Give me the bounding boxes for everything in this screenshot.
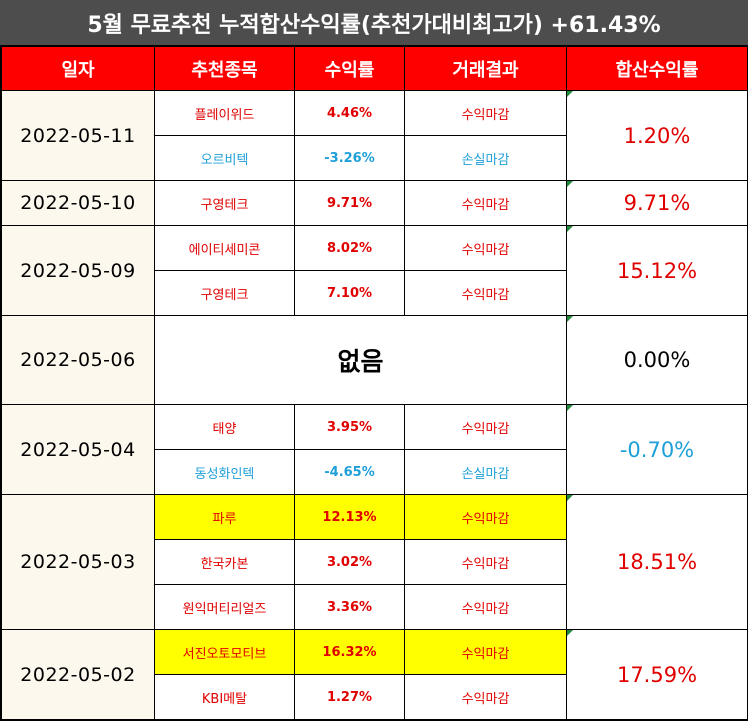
stock-name: 동성화인텍 [154,449,295,495]
trade-result: 수익마감 [404,225,567,271]
row-date: 2022-05-02 [1,629,155,720]
row-date: 2022-05-06 [1,315,155,405]
table-row: KBI메탈 1.27% 수익마감 [2,674,748,720]
return-rate: 16.32% [294,629,405,675]
table-row: 원익머티리얼즈 3.36% 수익마감 [2,584,748,630]
return-rate: 12.13% [294,494,405,540]
table-row: 2022-05-09 에이티세미콘 8.02% 수익마감 15.12% [1,225,748,316]
table-row: 2022-05-06 없음 0.00% [1,315,748,405]
combined-return: 17.59% [566,629,748,720]
table-row: 2022-05-11 플레이위드 4.46% 수익마감 1.20% [1,90,748,181]
combined-return: -0.70% [566,404,748,495]
header-rate: 수익률 [294,46,405,91]
return-rate: -3.26% [294,135,405,181]
table-body: 2022-05-11 플레이위드 4.46% 수익마감 1.20% 오르비텍 -3.26% 손… [1,90,748,720]
table-row: 구영테크 7.10% 수익마감 [2,270,748,316]
stock-name: 플레이위드 [154,90,295,136]
table-row: 2022-05-03 파루 12.13% 수익마감 18.51% [1,494,748,630]
trade-result: 수익마감 [404,629,567,675]
return-rate: 8.02% [294,225,405,271]
trade-result: 손실마감 [404,135,567,181]
stock-name: 원익머티리얼즈 [154,584,295,630]
stock-name: 서진오토모티브 [154,629,295,675]
return-rate: 3.95% [294,404,405,450]
return-rate: -4.65% [294,449,405,495]
combined-return: 0.00% [566,315,748,405]
combined-return: 9.71% [566,180,748,226]
trade-result: 수익마감 [404,494,567,540]
return-rate: 7.10% [294,270,405,316]
header-total: 합산수익률 [566,46,748,91]
table-row: 한국카본 3.02% 수익마감 [2,539,748,585]
stock-name: 한국카본 [154,539,295,585]
combined-return: 18.51% [566,494,748,630]
sheet-title: 5월 무료추천 누적합산수익률(추천가대비최고가) +61.43% [0,0,748,45]
table-row: 2022-05-10 구영테크 9.71% 수익마감 9.71% [1,180,748,226]
header-result: 거래결과 [404,46,567,91]
return-rate: 1.27% [294,674,405,720]
stock-name: 오르비텍 [154,135,295,181]
trade-result: 수익마감 [404,539,567,585]
trade-result: 수익마감 [404,404,567,450]
stock-name: 구영테크 [154,180,295,226]
header-date: 일자 [1,46,155,91]
trade-result: 수익마감 [404,674,567,720]
trade-result: 손실마감 [404,449,567,495]
table-row: 2022-05-04 태양 3.95% 수익마감 -0.70% [1,404,748,495]
row-date: 2022-05-10 [1,180,155,226]
combined-return: 15.12% [566,225,748,316]
trade-result: 수익마감 [404,90,567,136]
row-date: 2022-05-04 [1,404,155,495]
stock-name: KBI메탈 [154,674,295,720]
stock-name: 태양 [154,404,295,450]
table-row: 2022-05-02 서진오토모티브 16.32% 수익마감 17.59% [1,629,748,720]
stock-name: 파루 [154,494,295,540]
table-header-row: 일자 추천종목 수익률 거래결과 합산수익률 [1,46,748,91]
stock-name: 에이티세미콘 [154,225,295,271]
trade-result: 수익마감 [404,180,567,226]
row-date: 2022-05-11 [1,90,155,181]
trade-result: 수익마감 [404,270,567,316]
return-rate: 9.71% [294,180,405,226]
return-rate: 3.02% [294,539,405,585]
row-date: 2022-05-09 [1,225,155,316]
no-recommendation-label: 없음 [154,315,567,405]
return-rate: 4.46% [294,90,405,136]
trade-result: 수익마감 [404,584,567,630]
return-rate: 3.36% [294,584,405,630]
recommendation-table: 일자 추천종목 수익률 거래결과 합산수익률 2022-05-11 플레이위드 4.… [1,46,748,720]
combined-return: 1.20% [566,90,748,181]
stock-name: 구영테크 [154,270,295,316]
header-stock: 추천종목 [154,46,295,91]
row-date: 2022-05-03 [1,494,155,630]
table-row: 동성화인텍 -4.65% 손실마감 [2,449,748,495]
